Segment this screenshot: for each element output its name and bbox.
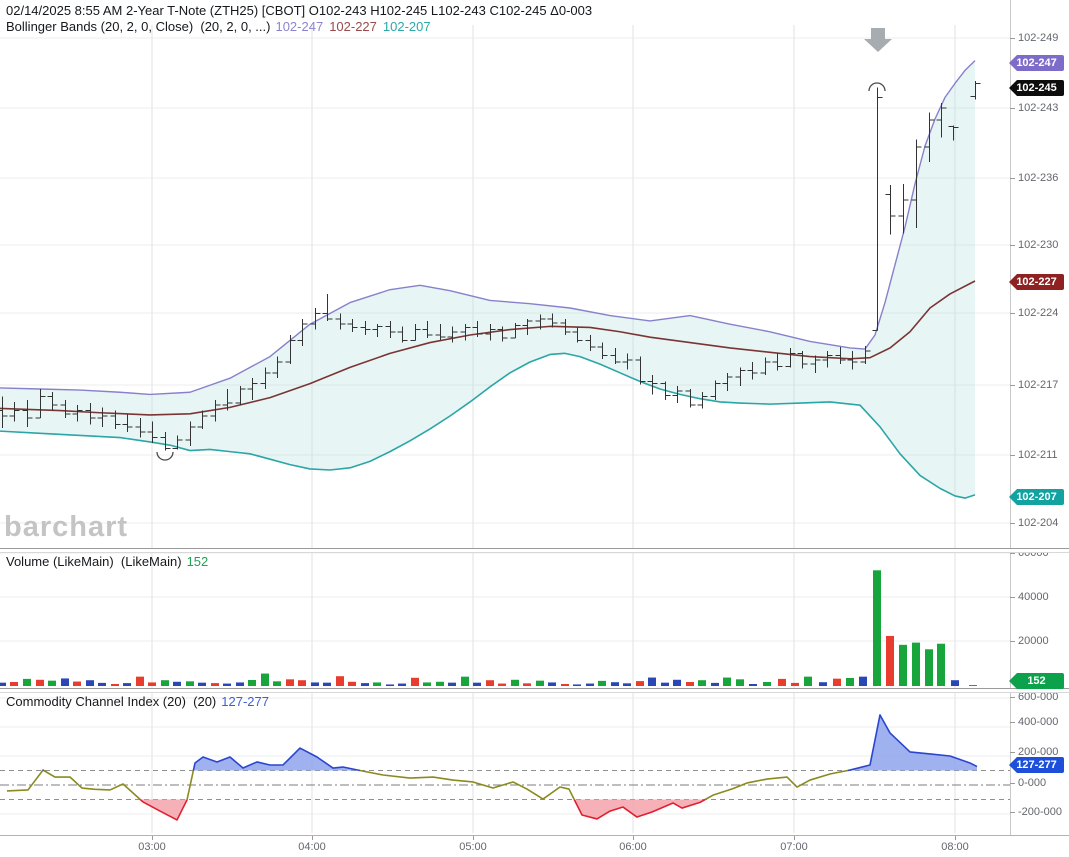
price-tick-label-mark [1010,313,1015,314]
time-tick-label: 05:00 [459,841,487,853]
price-tick-label: 102-243 [1018,102,1059,114]
volume-tick-label-mark [1010,641,1015,642]
time-tick-label: 04:00 [298,841,326,853]
barchart-logo: barchart [4,511,129,543]
price-badge: 102-227 [1009,274,1064,290]
time-tick-mark [794,836,795,840]
bollinger-middle-value: 102-227 [329,19,377,34]
cci-tick-label: 0-000 [1018,777,1047,789]
volume-tick-label-mark [1010,553,1015,554]
price-tick-label: 102-224 [1018,307,1059,319]
price-tick-label: 102-236 [1018,172,1059,184]
cci-tick-label-mark [1010,697,1015,698]
price-tick-label: 102-211 [1018,449,1058,461]
cci-tick-label-mark [1010,752,1015,753]
volume-value: 152 [186,554,209,569]
panel-splitter-2[interactable] [0,688,1069,693]
bollinger-lower-value: 102-207 [382,19,431,34]
bollinger-legend-label: Bollinger Bands (20, 2, 0, Close) (20, 2… [6,19,271,34]
panel-splitter-1[interactable] [0,548,1069,553]
time-tick-mark [955,836,956,840]
time-tick-label: 03:00 [138,841,166,853]
price-badge: 102-247 [1009,55,1064,71]
time-tick-mark [312,836,313,840]
cci-badge: 127-277 [1009,757,1064,773]
bollinger-upper-value: 102-247 [275,19,324,34]
price-tick-label-mark [1010,523,1015,524]
time-tick-label: 08:00 [941,841,969,853]
volume-tick-label: 40000 [1018,591,1049,603]
price-tick-label: 102-217 [1018,379,1059,391]
volume-tick-label: 20000 [1018,635,1049,647]
volume-legend-label: Volume (LikeMain) (LikeMain) [6,554,182,569]
price-badge: 102-207 [1009,489,1064,505]
cci-tick-label: 200-000 [1018,746,1059,758]
bollinger-legend: Bollinger Bands (20, 2, 0, Close) (20, 2… [6,19,431,34]
price-tick-label: 102-230 [1018,239,1059,251]
cci-legend-label: Commodity Channel Index (20) (20) [6,694,217,709]
hook-marker-bottom [156,451,174,461]
cci-tick-label-mark [1010,812,1015,813]
quote-header: 02/14/2025 8:55 AM 2-Year T-Note (ZTH25)… [6,3,593,18]
price-axis[interactable] [1010,0,1069,835]
volume-badge: 152 [1009,673,1064,689]
time-tick-mark [473,836,474,840]
time-tick-label: 07:00 [780,841,808,853]
cci-tick-label: 600-000 [1018,691,1059,703]
time-axis[interactable]: 03:00 04:00 05:00 06:00 07:00 08:00 [0,835,1069,857]
price-tick-label-mark [1010,108,1015,109]
time-tick-mark [633,836,634,840]
volume-legend: Volume (LikeMain) (LikeMain) 152 [6,554,208,569]
cci-legend: Commodity Channel Index (20) (20) 127-277 [6,694,269,709]
price-tick-label-mark [1010,245,1015,246]
price-tick-label-mark [1010,38,1015,39]
time-tick-label: 06:00 [619,841,647,853]
price-badge: 102-245 [1009,80,1064,96]
volume-tick-label-mark [1010,597,1015,598]
cci-tick-label-mark [1010,783,1015,784]
cci-value: 127-277 [221,694,269,709]
price-tick-label: 102-249 [1018,32,1059,44]
price-tick-label-mark [1010,455,1015,456]
cci-tick-label: -200-000 [1018,806,1063,818]
price-tick-label: 102-204 [1018,517,1059,529]
price-tick-label-mark [1010,178,1015,179]
down-arrow-annotation [864,28,892,52]
time-tick-mark [152,836,153,840]
cci-tick-label-mark [1010,722,1015,723]
hook-marker-top [868,82,886,92]
cci-tick-label: 400-000 [1018,716,1059,728]
price-tick-label-mark [1010,385,1015,386]
